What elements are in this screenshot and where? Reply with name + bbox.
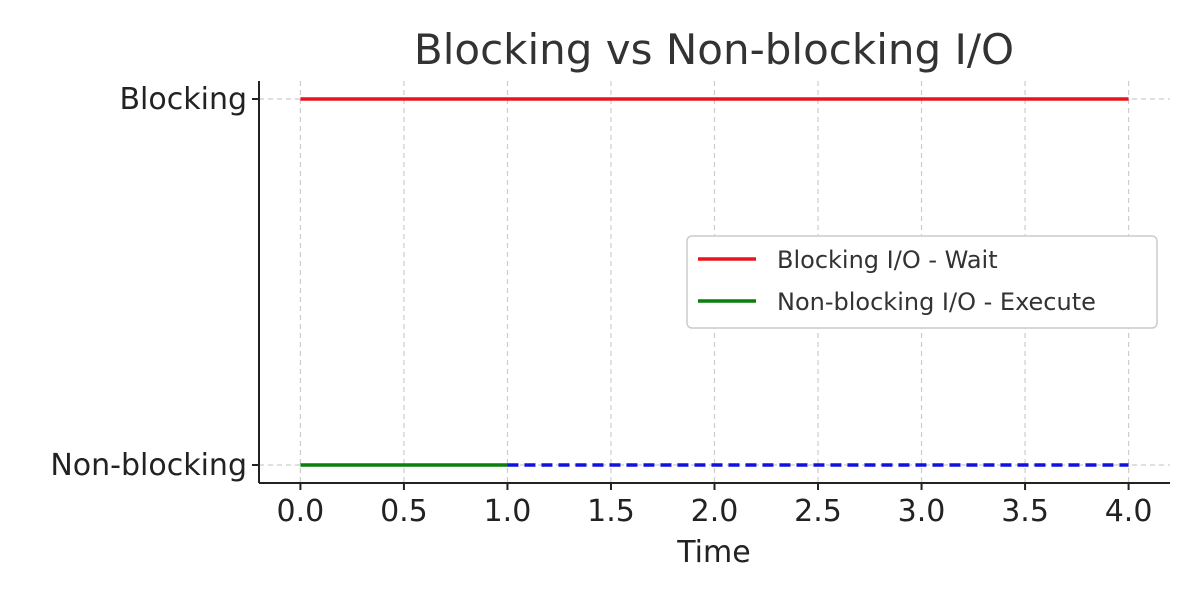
x-tick-label: 3.5 (1001, 494, 1049, 529)
y-ticks: Non-blocking Blocking (50, 82, 259, 483)
x-axis-label: Time (676, 535, 750, 570)
x-tick-label: 0.0 (277, 494, 325, 529)
legend-frame (686, 235, 1158, 329)
legend-label: Blocking I/O - Wait (777, 246, 998, 274)
legend-entries: Blocking I/O - Wait Non-blocking I/O - Ex… (698, 246, 1096, 316)
legend-label: Non-blocking I/O - Execute (777, 288, 1096, 316)
x-tick-label: 3.0 (898, 494, 946, 529)
y-tick-label: Blocking (119, 82, 247, 117)
chart-title: Blocking vs Non-blocking I/O (414, 25, 1014, 74)
x-tick-label: 0.5 (380, 494, 428, 529)
series-lines (300, 97, 1129, 467)
x-tick-label: 2.0 (691, 494, 739, 529)
x-tick-label: 2.5 (794, 494, 842, 529)
x-tick-label: 1.0 (484, 494, 532, 529)
x-tick-label: 1.5 (587, 494, 635, 529)
x-ticks: 0.0 0.5 1.0 1.5 2.0 2.5 3.0 3.5 4.0 (277, 483, 1153, 529)
y-tick-label: Non-blocking (50, 448, 247, 483)
x-tick-label: 4.0 (1105, 494, 1153, 529)
legend: Blocking I/O - Wait Non-blocking I/O - Ex… (686, 235, 1158, 329)
